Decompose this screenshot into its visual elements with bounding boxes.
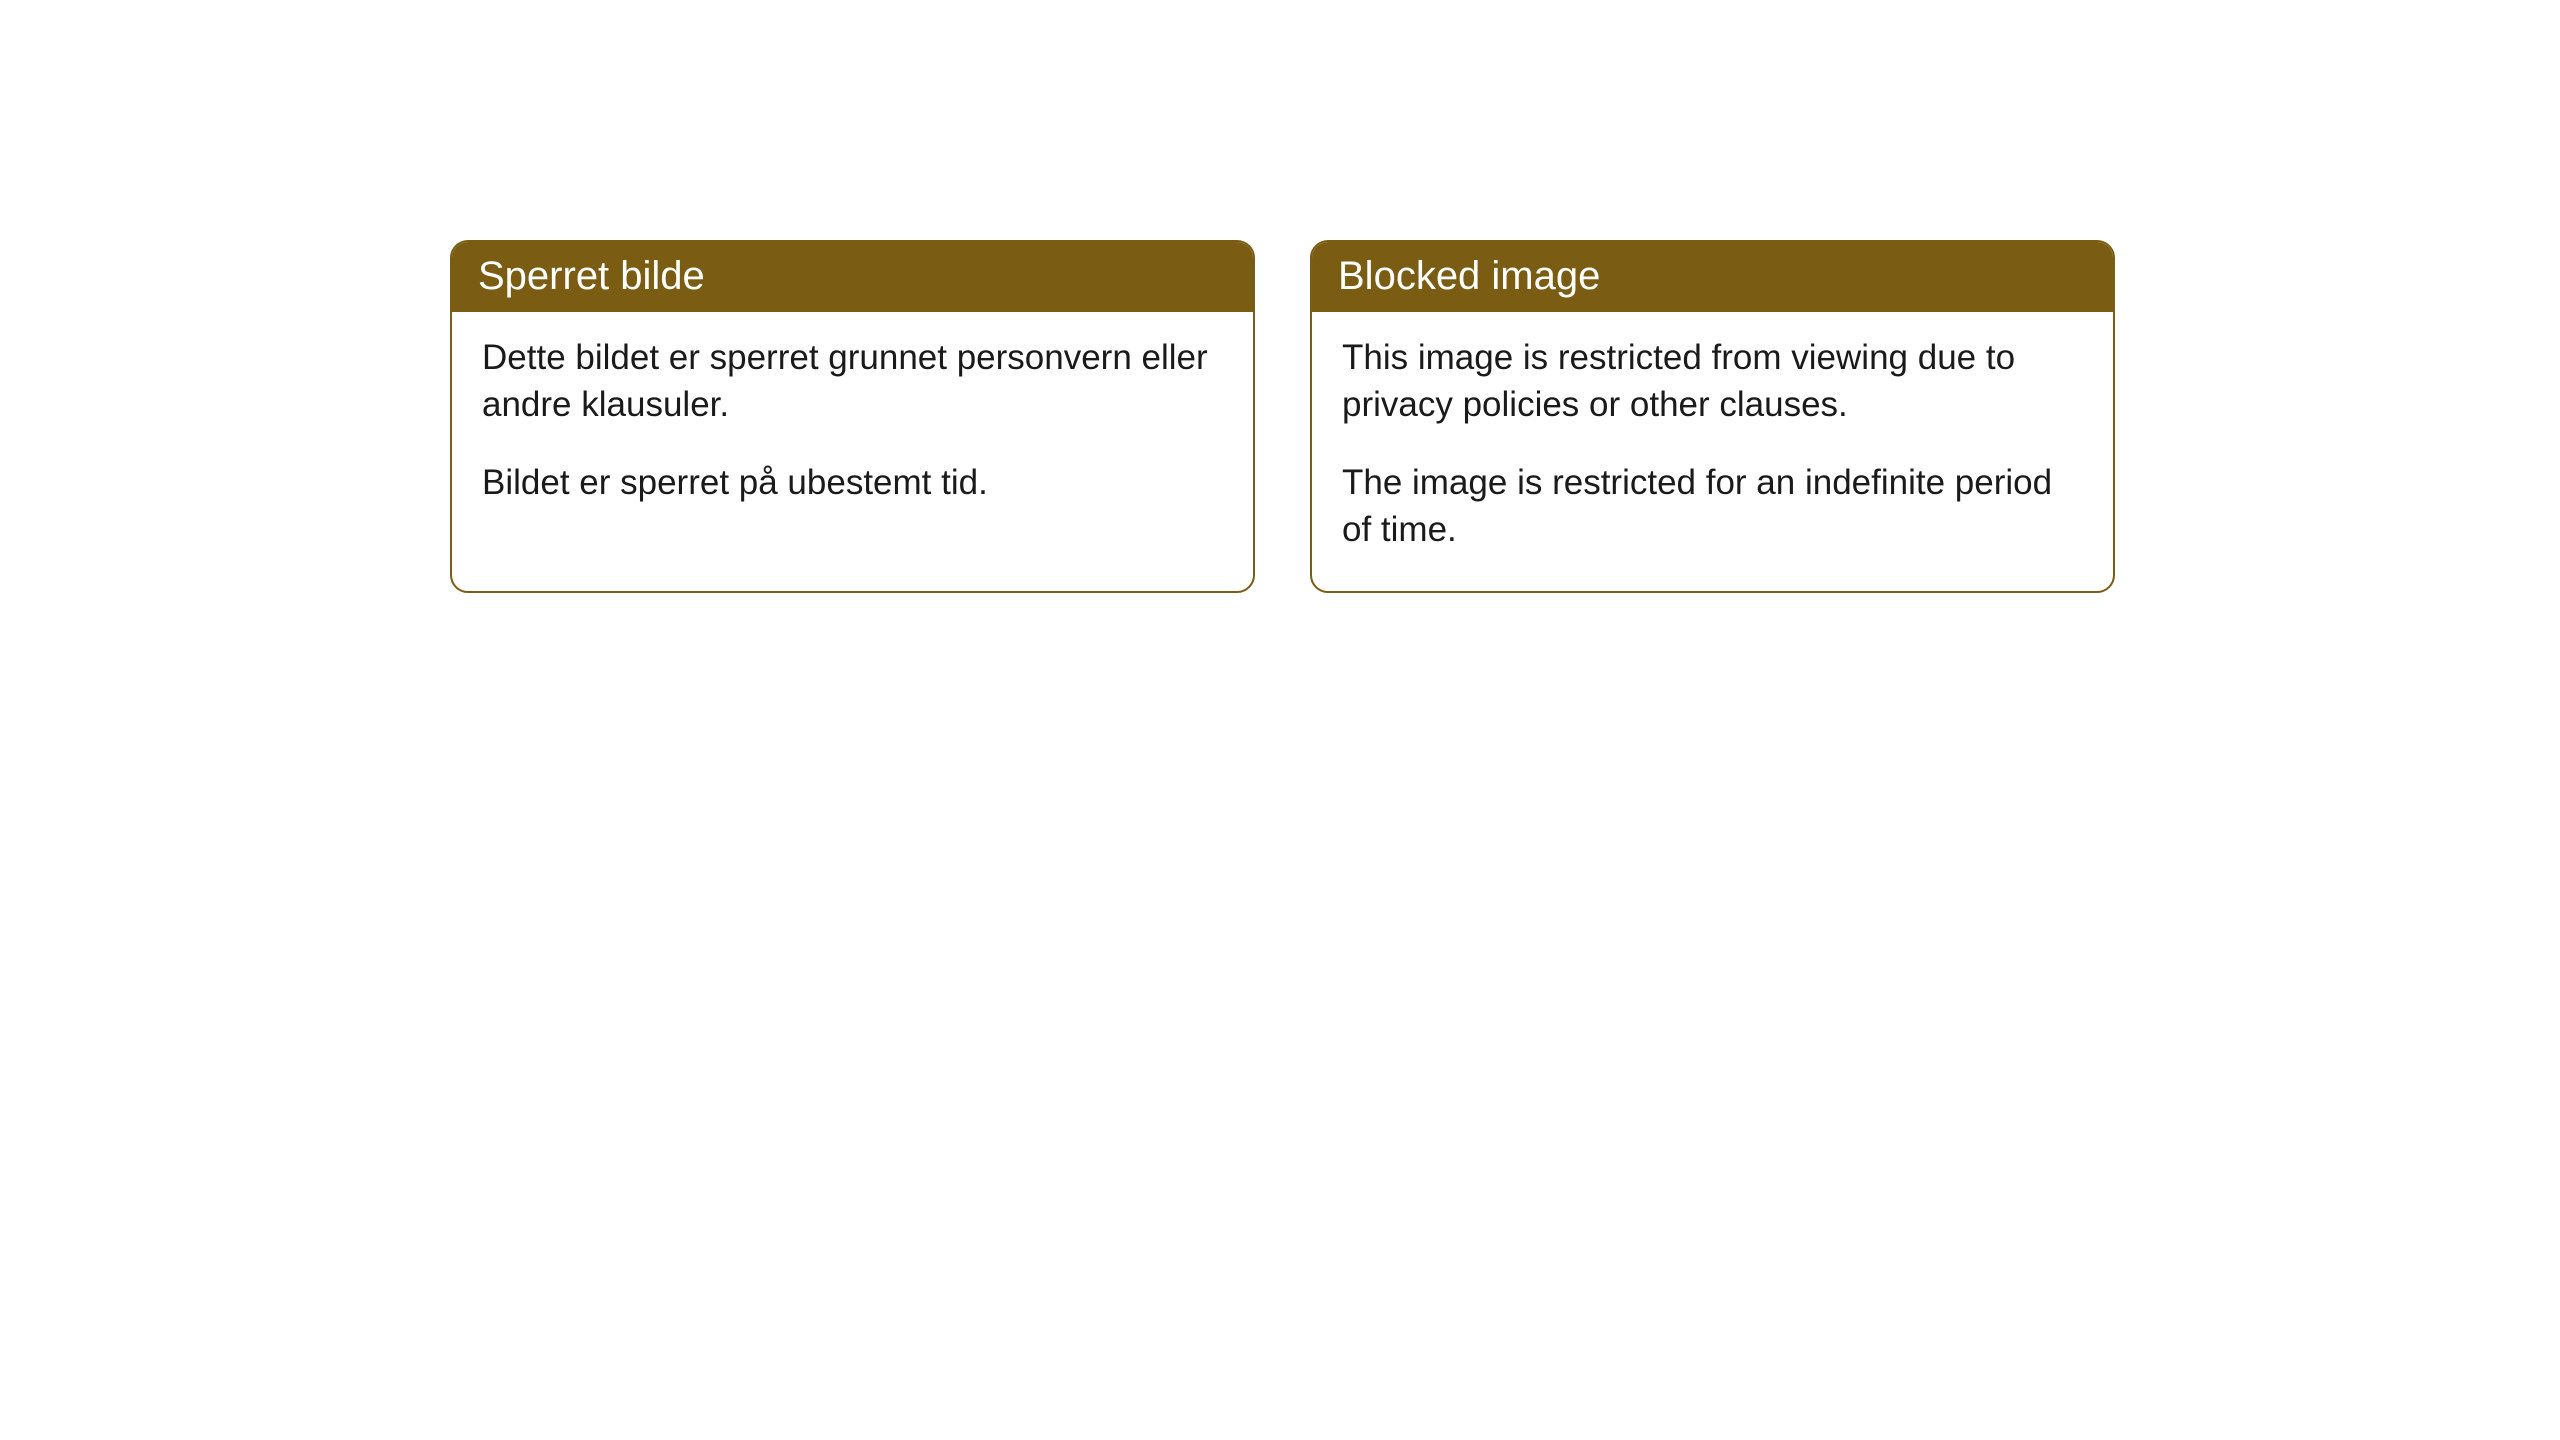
card-header: Sperret bilde	[452, 242, 1253, 312]
card-body: This image is restricted from viewing du…	[1312, 312, 2113, 591]
notice-cards-container: Sperret bilde Dette bildet er sperret gr…	[450, 240, 2560, 593]
card-paragraph: The image is restricted for an indefinit…	[1342, 459, 2083, 554]
blocked-image-card-english: Blocked image This image is restricted f…	[1310, 240, 2115, 593]
card-body: Dette bildet er sperret grunnet personve…	[452, 312, 1253, 544]
card-paragraph: Dette bildet er sperret grunnet personve…	[482, 334, 1223, 429]
card-paragraph: This image is restricted from viewing du…	[1342, 334, 2083, 429]
blocked-image-card-norwegian: Sperret bilde Dette bildet er sperret gr…	[450, 240, 1255, 593]
card-title: Blocked image	[1338, 254, 1600, 298]
card-paragraph: Bildet er sperret på ubestemt tid.	[482, 459, 1223, 506]
card-title: Sperret bilde	[478, 254, 705, 298]
card-header: Blocked image	[1312, 242, 2113, 312]
